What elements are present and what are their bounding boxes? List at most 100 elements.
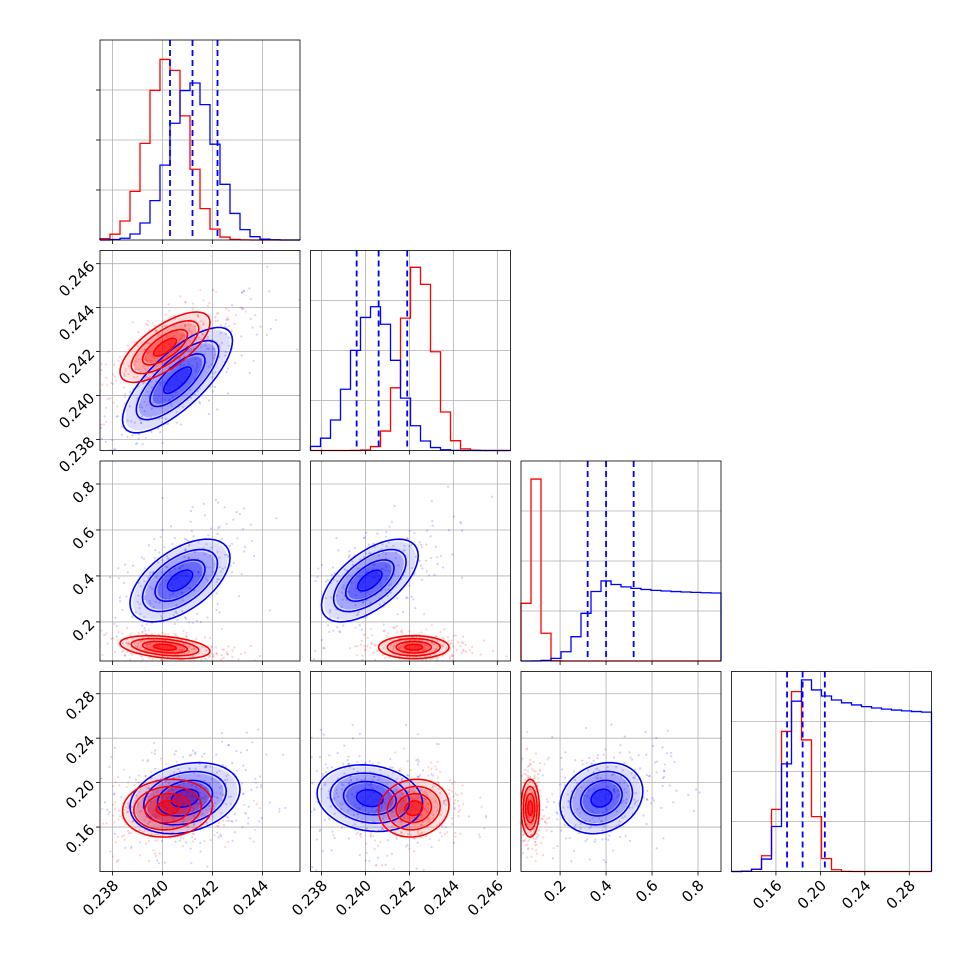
scatter-point xyxy=(112,814,115,817)
scatter-point xyxy=(147,809,150,813)
scatter-point xyxy=(330,573,333,576)
scatter-point xyxy=(449,655,452,658)
scatter-point xyxy=(265,753,268,756)
scatter-point xyxy=(171,650,174,653)
scatter-point xyxy=(116,836,120,839)
scatter-point xyxy=(141,624,144,627)
scatter-point xyxy=(637,754,640,757)
scatter-point xyxy=(181,564,185,567)
scatter-point xyxy=(180,337,183,340)
scatter-point xyxy=(142,636,145,639)
scatter-point xyxy=(519,843,521,845)
scatter-point xyxy=(356,567,359,570)
scatter-point xyxy=(279,623,281,625)
scatter-point xyxy=(407,673,409,675)
scatter-point xyxy=(138,829,141,832)
scatter-point xyxy=(254,777,257,780)
scatter-point xyxy=(140,421,143,424)
scatter-point xyxy=(132,375,136,379)
scatter-point xyxy=(531,791,534,794)
density-level xyxy=(132,541,228,620)
scatter-point xyxy=(313,807,316,810)
scatter-point xyxy=(134,368,137,371)
scatter-point xyxy=(200,659,203,661)
scatter-point xyxy=(419,564,423,567)
scatter-point xyxy=(540,841,543,845)
scatter-point xyxy=(370,831,373,835)
scatter-point xyxy=(164,597,168,600)
scatter-point xyxy=(385,545,388,548)
x-tick-label: 0.28 xyxy=(883,876,919,912)
scatter-point xyxy=(379,581,382,585)
scatter-point xyxy=(218,770,221,773)
scatter-point xyxy=(598,796,601,799)
scatter-point xyxy=(203,797,206,800)
scatter-point xyxy=(586,795,589,798)
scatter-point xyxy=(611,798,614,801)
scatter-point xyxy=(171,788,175,792)
scatter-point xyxy=(434,643,437,646)
scatter-point xyxy=(551,857,554,860)
scatter-point xyxy=(162,596,165,600)
scatter-point xyxy=(159,431,162,434)
scatter-point xyxy=(675,789,678,792)
scatter-point xyxy=(525,748,528,751)
scatter-point xyxy=(404,845,407,848)
scatter-point xyxy=(137,437,140,440)
scatter-point xyxy=(132,564,135,567)
scatter-point xyxy=(517,762,519,764)
scatter-point xyxy=(531,847,534,850)
scatter-point xyxy=(196,314,199,317)
scatter-point xyxy=(233,646,236,649)
scatter-point xyxy=(249,832,251,834)
scatter-point xyxy=(214,498,217,501)
scatter-point xyxy=(535,832,538,835)
scatter-point xyxy=(380,805,384,808)
scatter-point xyxy=(143,348,146,351)
scatter-point xyxy=(125,785,128,789)
scatter-point xyxy=(342,762,345,765)
scatter-point xyxy=(185,634,188,638)
scatter-point xyxy=(348,554,351,557)
scatter-point xyxy=(212,357,215,360)
scatter-point xyxy=(403,548,406,552)
scatter-point xyxy=(459,521,462,524)
scatter-point xyxy=(529,762,532,766)
scatter-point xyxy=(367,811,370,814)
scatter-point xyxy=(518,862,520,864)
scatter-point xyxy=(381,543,384,546)
histogram-blue-2 xyxy=(520,580,722,662)
scatter-point xyxy=(204,801,207,804)
scatter-point xyxy=(572,770,576,773)
scatter-point xyxy=(336,616,340,620)
scatter-point xyxy=(393,807,396,810)
scatter-point xyxy=(180,325,183,328)
scatter-point xyxy=(151,571,154,574)
scatter-point xyxy=(358,732,361,735)
scatter-point xyxy=(200,332,204,335)
scatter-point xyxy=(462,641,465,645)
scatter-point xyxy=(384,557,388,560)
density-level xyxy=(582,782,621,815)
scatter-point xyxy=(252,799,256,802)
scatter-point xyxy=(408,529,411,533)
scatter-point xyxy=(215,312,219,315)
scatter-point xyxy=(141,406,144,409)
scatter-point xyxy=(164,565,167,568)
scatter-point xyxy=(212,815,215,818)
scatter-point xyxy=(168,790,171,793)
scatter-point xyxy=(215,652,218,656)
scatter-point xyxy=(185,573,188,577)
scatter-point xyxy=(529,798,532,801)
scatter-point xyxy=(203,662,205,664)
scatter-point xyxy=(219,570,223,573)
scatter-point xyxy=(546,758,549,761)
contour-line xyxy=(377,634,450,660)
scatter-point xyxy=(457,661,459,663)
scatter-point xyxy=(114,616,117,619)
scatter-point xyxy=(192,772,196,775)
scatter-point xyxy=(372,542,375,545)
scatter-point xyxy=(384,589,387,592)
scatter-point xyxy=(230,329,233,332)
scatter-point xyxy=(430,500,433,503)
